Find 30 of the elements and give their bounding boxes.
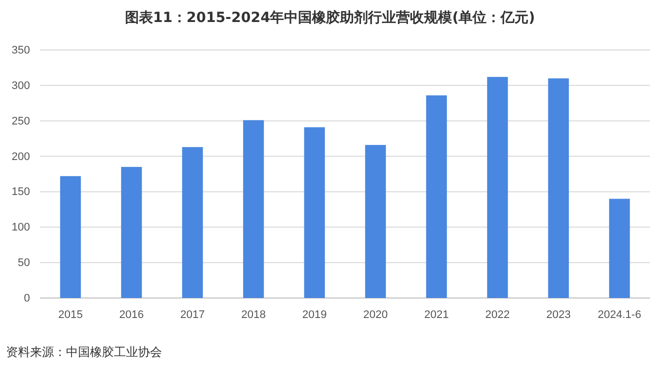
y-tick-label: 0 <box>24 292 30 305</box>
x-tick-label: 2023 <box>546 308 571 321</box>
x-tick-label: 2018 <box>241 308 266 321</box>
y-tick-label: 250 <box>12 115 30 128</box>
bar <box>304 127 325 298</box>
bar <box>243 120 264 298</box>
y-tick-label: 350 <box>12 44 30 57</box>
bar <box>121 166 142 298</box>
x-tick-label: 2020 <box>363 308 388 321</box>
x-tick-label: 2024.1-6 <box>598 308 642 321</box>
bar <box>487 76 508 298</box>
y-tick-label: 150 <box>12 186 30 198</box>
x-tick-label: 2015 <box>58 308 83 321</box>
text: 资料来源：中国橡胶工业协会 <box>6 345 162 359</box>
x-tick-label: 2021 <box>424 308 449 321</box>
x-tick-label: 2016 <box>119 308 144 321</box>
bar <box>365 144 386 298</box>
bar <box>609 198 630 298</box>
bar <box>548 78 569 298</box>
x-tick-label: 2017 <box>180 308 205 321</box>
bar <box>60 176 81 298</box>
y-tick-label: 100 <box>12 222 30 234</box>
y-tick-label: 50 <box>18 257 30 270</box>
bar <box>426 95 447 298</box>
y-tick-label: 300 <box>12 80 30 92</box>
y-tick-label: 200 <box>12 150 30 163</box>
x-tick-label: 2019 <box>302 308 327 321</box>
bar <box>182 147 203 298</box>
chart-title: 图表11：2015-2024年中国橡胶助剂行业营收规模(单位：亿元) <box>124 9 536 26</box>
x-tick-label: 2022 <box>485 308 510 321</box>
